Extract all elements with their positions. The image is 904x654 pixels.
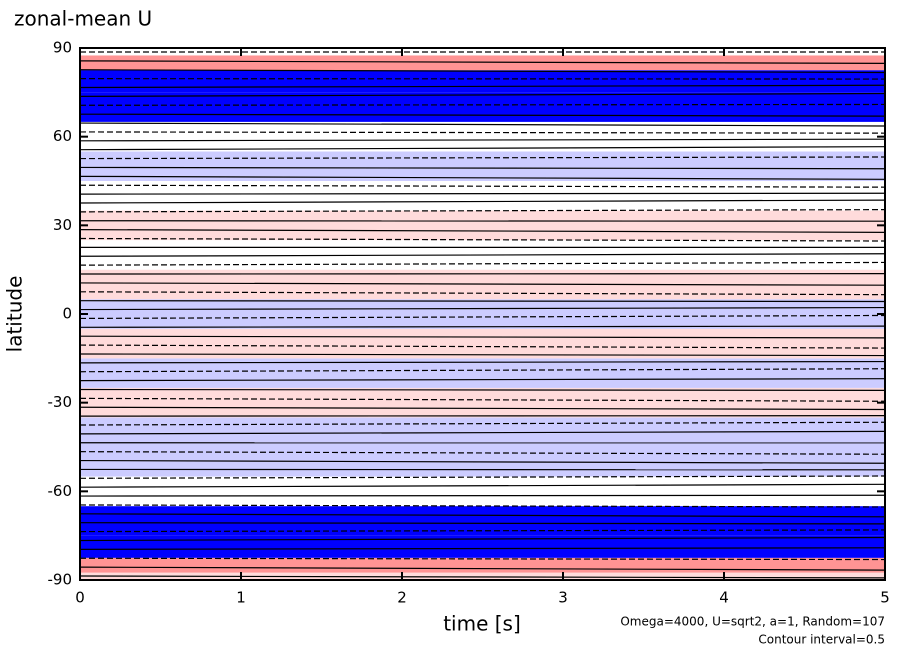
contour-band (80, 70, 885, 93)
x-tick-label: 5 (880, 589, 890, 607)
contour-line (79, 421, 886, 426)
contour-band (80, 151, 885, 181)
contour-line (79, 547, 886, 550)
contour-line (79, 166, 886, 170)
y-tick-label: 30 (53, 216, 72, 234)
y-tick-label: -60 (48, 482, 73, 500)
contour-line (79, 529, 886, 533)
contour-line (79, 291, 886, 296)
contour-band (80, 476, 885, 507)
contour-line (79, 122, 886, 127)
contour-band (80, 48, 885, 56)
contour-line (79, 237, 886, 242)
contour-line (79, 300, 886, 303)
contour-line (79, 253, 886, 257)
contour-line (79, 494, 886, 497)
contour-line (79, 156, 886, 160)
contour-line (79, 368, 886, 373)
contour-line (79, 335, 886, 339)
x-axis-label: time [s] (443, 612, 521, 636)
y-tick-label: 90 (53, 39, 72, 57)
contour-line (79, 566, 886, 571)
contour-line (79, 459, 886, 464)
contour-line (79, 557, 886, 561)
contour-line (79, 475, 886, 479)
contour-line (79, 60, 886, 65)
x-tick-label: 4 (719, 589, 729, 607)
contour-line (79, 306, 886, 311)
contour-line (79, 344, 886, 349)
contour-line (79, 575, 886, 579)
contour-band (80, 210, 885, 241)
x-tick-label: 3 (558, 589, 568, 607)
y-axis-label: latitude (3, 276, 27, 353)
contour-line (79, 397, 886, 402)
contour-band (80, 387, 885, 418)
contour-band (80, 181, 885, 211)
contour-line (79, 184, 886, 188)
contour-band (80, 557, 885, 573)
contour-line (79, 522, 886, 525)
contour-line (79, 261, 886, 266)
y-tick-label: 0 (62, 305, 72, 323)
contour-line (79, 360, 886, 364)
contour-line (79, 504, 886, 508)
contour-line (79, 430, 886, 435)
contour-line (79, 282, 886, 286)
y-tick-label: -30 (48, 393, 73, 411)
contour-line (79, 138, 886, 142)
contour-band (80, 572, 885, 580)
contour-line (79, 314, 886, 320)
contour-band (80, 55, 885, 71)
contour-line (79, 483, 886, 488)
contour-line (79, 146, 886, 151)
contour-line (79, 103, 886, 106)
chart-title: zonal-mean U (14, 7, 152, 31)
contour-band (80, 328, 885, 359)
contour-line (79, 229, 886, 233)
contour-band (80, 92, 885, 122)
annotation: Contour interval=0.5 (758, 633, 885, 647)
contour-line (79, 113, 886, 117)
contour-band (80, 358, 885, 388)
x-tick-label: 2 (397, 589, 407, 607)
contour-band (80, 299, 885, 329)
contour-band (80, 121, 885, 152)
contour-line (79, 388, 886, 391)
contour-line (79, 406, 886, 411)
y-tick-label: -90 (48, 571, 73, 589)
contour-line (79, 209, 886, 213)
contour-line (79, 175, 886, 180)
contour-line (79, 131, 886, 134)
y-tick-label: 60 (53, 127, 72, 145)
contour-line (79, 92, 886, 98)
contour-line (79, 199, 886, 204)
contour-line (79, 536, 886, 542)
x-tick-label: 1 (236, 589, 246, 607)
contour-line (79, 513, 886, 518)
contour-line (79, 84, 886, 89)
contour-line (79, 451, 886, 455)
contour-line (79, 192, 886, 195)
x-tick-label: 0 (75, 589, 85, 607)
contour-line (79, 378, 886, 382)
contour-line (79, 353, 886, 357)
contour-line (79, 325, 886, 328)
contour-line (79, 69, 886, 74)
contour-band (80, 535, 885, 558)
annotation: Omega=4000, U=sqrt2, a=1, Random=107 (620, 615, 885, 629)
